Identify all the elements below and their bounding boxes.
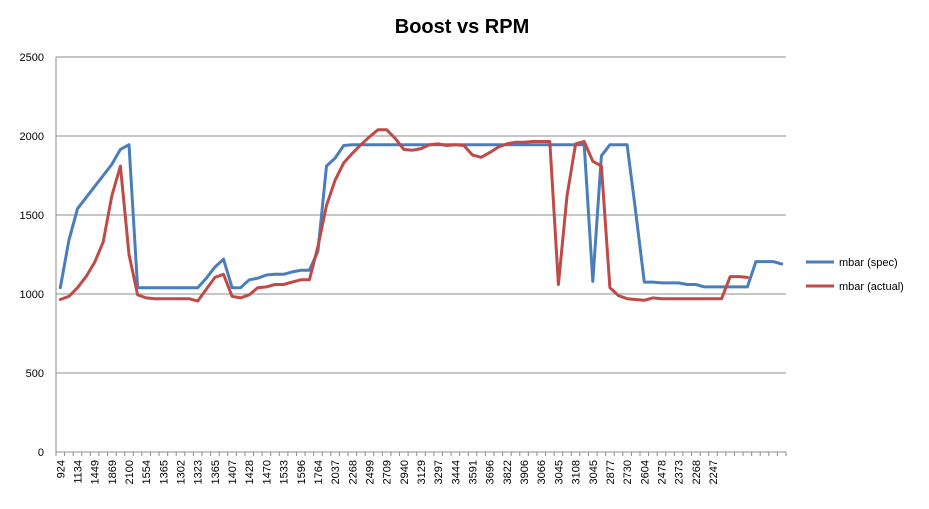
x-tick-label: 1533 (279, 460, 291, 484)
series-line-1 (58, 128, 749, 303)
x-tick-label: 3045 (553, 460, 565, 484)
series-lines (58, 128, 784, 303)
x-tick-label: 2373 (674, 460, 686, 484)
x-tick-label: 2268 (691, 460, 703, 484)
x-tick-label: 1134 (72, 460, 84, 484)
x-tick-label: 2247 (708, 460, 720, 484)
x-tick-label: 3444 (450, 460, 462, 484)
x-tick-label: 2478 (656, 460, 668, 484)
x-tick-label: 1365 (210, 460, 222, 484)
x-tick-label: 1323 (193, 460, 205, 484)
x-tick-label: 2940 (399, 460, 411, 484)
x-tick-label: 1470 (261, 460, 273, 484)
x-tick-label: 3696 (485, 460, 497, 484)
chart-title: Boost vs RPM (395, 16, 529, 38)
x-tick-label: 1302 (176, 460, 188, 484)
x-tick-label: 1554 (141, 460, 153, 484)
x-tick-label: 3066 (536, 460, 548, 484)
x-tick-label: 2730 (622, 460, 634, 484)
x-tick-label: 1428 (244, 460, 256, 484)
y-tick-label: 2000 (20, 131, 44, 143)
x-tick-label: 924 (55, 460, 67, 478)
x-tick-label: 2268 (347, 460, 359, 484)
legend: mbar (spec) mbar (actual) (806, 257, 904, 293)
x-tick-label: 2604 (639, 460, 651, 484)
x-tick-label: 2877 (605, 460, 617, 484)
x-tick-label: 3108 (571, 460, 583, 484)
y-axis: 0 500 1000 1500 2000 2500 (20, 52, 57, 459)
y-tick-label: 0 (38, 447, 44, 459)
series-line-0 (58, 143, 784, 290)
x-tick-label: 3129 (416, 460, 428, 484)
y-tick-label: 1500 (20, 210, 44, 222)
y-tick-label: 2500 (20, 52, 44, 64)
x-tick-label: 2709 (382, 460, 394, 484)
legend-label: mbar (actual) (839, 281, 904, 293)
x-tick-label: 1596 (296, 460, 308, 484)
x-tick-label: 1869 (107, 460, 119, 484)
x-tick-label: 3297 (433, 460, 445, 484)
x-tick-label: 3822 (502, 460, 514, 484)
x-tick-label: 2037 (330, 460, 342, 484)
x-tick-label: 2499 (364, 460, 376, 484)
x-tick-label: 3045 (588, 460, 600, 484)
gridlines (56, 56, 786, 374)
x-axis: 924 1134 1449 1869 2100 1554 1365 1302 1323 1365 1… (55, 451, 787, 484)
x-tick-label: 1365 (158, 460, 170, 484)
y-tick-label: 1000 (20, 289, 44, 301)
x-tick-label: 1449 (90, 460, 102, 484)
x-tick-label: 3906 (519, 460, 531, 484)
x-tick-label: 2100 (124, 460, 136, 484)
legend-label: mbar (spec) (839, 257, 898, 269)
y-tick-label: 500 (26, 368, 44, 380)
x-tick-label: 1407 (227, 460, 239, 484)
x-tick-label: 1764 (313, 460, 325, 484)
x-tick-label: 3591 (468, 460, 480, 484)
